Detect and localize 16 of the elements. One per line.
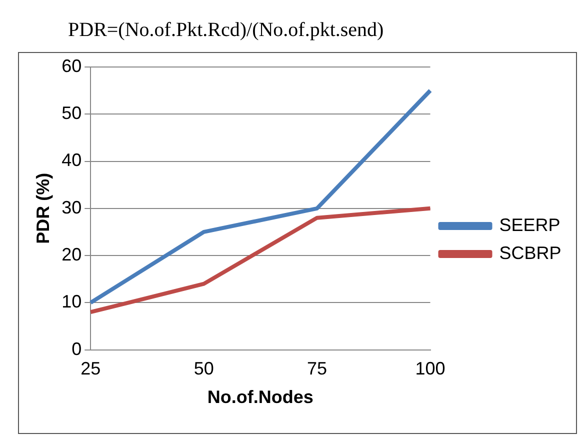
y-axis-title: PDR (%) <box>32 172 53 244</box>
y-tick-label: 20 <box>62 244 82 264</box>
legend-label: SEERP <box>499 214 560 235</box>
y-tick-label: 40 <box>62 150 82 170</box>
x-tick-label: 100 <box>415 358 446 379</box>
chart-title: PDR=(No.of.Pkt.Rcd)/(No.of.pkt.send) <box>67 18 385 43</box>
x-tick-label: 75 <box>307 358 328 379</box>
y-tick-label: 0 <box>72 338 82 359</box>
y-tick-label: 50 <box>62 103 82 124</box>
x-tick-label: 25 <box>80 358 101 379</box>
y-tick-label: 10 <box>62 292 82 312</box>
legend-label: SCBRP <box>499 242 562 263</box>
x-tick-label: 50 <box>194 358 214 379</box>
y-tick-label: 60 <box>62 56 82 76</box>
x-axis-title: No.of.Nodes <box>207 387 314 408</box>
y-tick-label: 30 <box>62 197 82 218</box>
